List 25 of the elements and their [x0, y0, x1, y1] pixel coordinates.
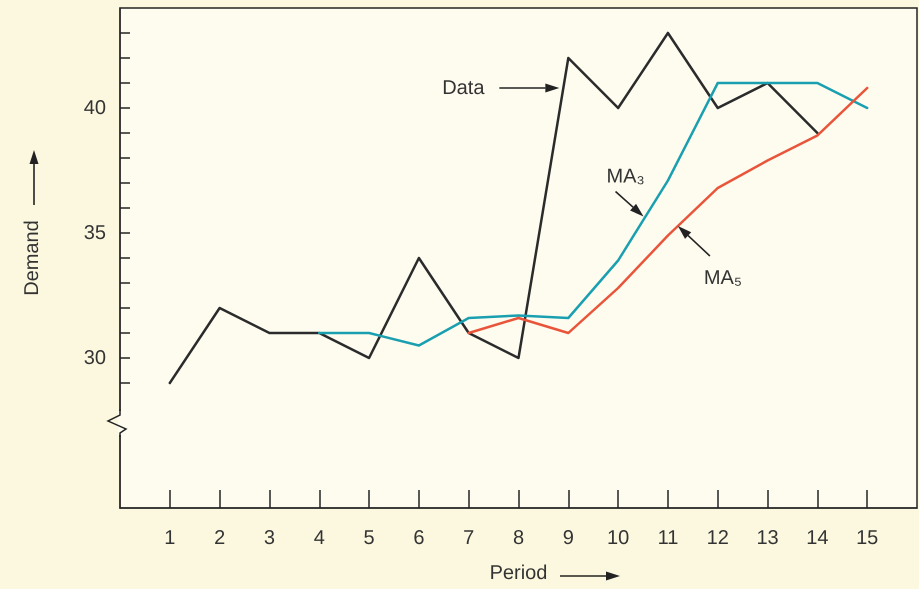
x-tick-label: 5	[364, 527, 375, 549]
x-tick-label: 13	[756, 527, 779, 549]
x-tick-label: 2	[214, 527, 226, 549]
y-tick-label: 30	[84, 347, 106, 369]
y-tick-label: 40	[84, 97, 106, 119]
x-tick-label: 7	[463, 527, 474, 549]
legend-label: Data	[442, 77, 486, 99]
x-tick-label: 14	[806, 527, 828, 549]
y-tick-label: 35	[84, 222, 106, 244]
x-tick-label: 4	[314, 527, 325, 549]
x-tick-label: 3	[264, 527, 275, 549]
line-series	[168, 32, 819, 384]
x-tick-label: 12	[706, 527, 729, 549]
x-tick-label: 1	[164, 527, 176, 549]
x-tick-label: 11	[658, 527, 678, 549]
x-axis-title: Period	[490, 562, 548, 584]
series-label: MA₃	[606, 166, 645, 188]
x-tick-label: 9	[562, 527, 574, 549]
x-tick-label: 8	[512, 527, 524, 549]
y-axis-title: Demand	[21, 220, 43, 296]
x-tick-label: 10	[607, 527, 630, 549]
line-series	[318, 82, 868, 347]
x-tick-label: 15	[856, 527, 878, 549]
text: MA₅	[704, 267, 742, 289]
x-tick-label: 6	[413, 527, 424, 549]
